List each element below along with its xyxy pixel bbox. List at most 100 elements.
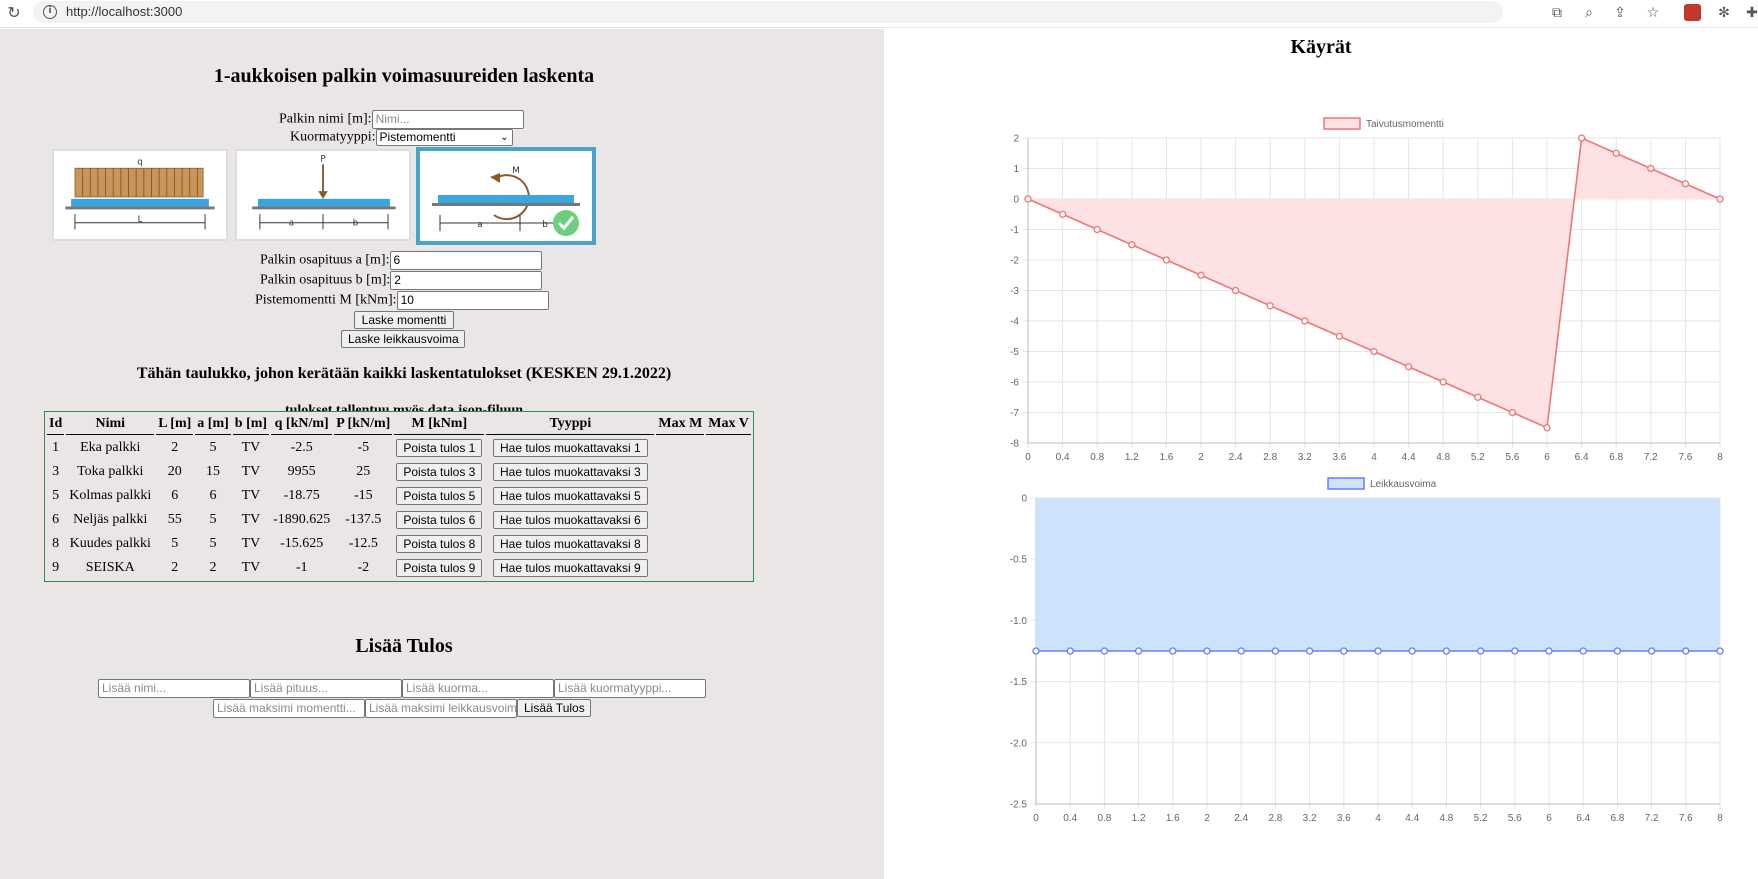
add-result-button[interactable]: Lisää Tulos [517, 699, 591, 717]
table-cell-max-v [706, 557, 751, 579]
edit-result-button[interactable]: Hae tulos muokattavaksi 9 [492, 559, 648, 577]
delete-result-button[interactable]: Poista tulos 6 [396, 511, 483, 529]
x-tick-label: 2 [1198, 452, 1204, 463]
x-tick-label: 6 [1544, 452, 1550, 463]
add-load-input[interactable]: Lisää kuorma... [402, 679, 554, 698]
x-tick-label: 0 [1033, 813, 1039, 824]
load-type-row: Kuormatyyppi: Pistemomentti ⌄ [290, 129, 513, 146]
beam-name-row: Palkin nimi [m]: Nimi... [279, 110, 524, 129]
add-max-moment-input[interactable]: Lisää maksimi momentti... [213, 699, 365, 719]
point-load-icon: P a b [238, 151, 408, 239]
uniform-load-q-label: q [137, 157, 142, 167]
load-type-select[interactable]: Pistemomentti ⌄ [375, 129, 513, 146]
x-tick-label: 7.2 [1645, 813, 1659, 824]
x-tick-label: 2.8 [1268, 813, 1282, 824]
table-cell-name: Toka palkki [77, 464, 144, 479]
table-cell-edit: Hae tulos muokattavaksi 8 [486, 533, 654, 555]
edit-result-button[interactable]: Hae tulos muokattavaksi 8 [492, 535, 648, 553]
x-tick-label: 7.6 [1678, 452, 1692, 463]
delete-result-button[interactable]: Poista tulos 3 [396, 463, 483, 481]
edit-result-button[interactable]: Hae tulos muokattavaksi 1 [492, 439, 648, 457]
table-cell-max-v [706, 533, 751, 555]
point-moment-a-label: a [477, 220, 483, 230]
load-image-point-load[interactable]: P a b [235, 149, 411, 241]
moment-button-row: Laske momentti [354, 311, 454, 329]
delete-result-button[interactable]: Poista tulos 1 [396, 439, 483, 457]
data-point [1511, 647, 1519, 655]
delete-result-button[interactable]: Poista tulos 5 [396, 487, 483, 505]
column-header: b [m] [232, 414, 270, 435]
y-tick-label: 2 [1013, 134, 1019, 145]
point-moment-b-label: b [542, 220, 548, 230]
beam-name-input[interactable]: Nimi... [371, 110, 524, 129]
add-name-input[interactable]: Lisää nimi... [98, 679, 250, 698]
edit-result-button[interactable]: Hae tulos muokattavaksi 3 [492, 463, 648, 481]
x-tick-label: 2.4 [1234, 813, 1248, 824]
reload-icon[interactable]: ↻ [7, 3, 21, 22]
calculate-moment-button[interactable]: Laske momentti [354, 311, 454, 329]
table-cell-max-v [706, 437, 751, 459]
point-load-a-label: a [289, 219, 294, 229]
moment-input[interactable]: 10 [396, 291, 549, 310]
extensions-puzzle-icon[interactable]: ✚ [1746, 5, 1758, 21]
share-icon[interactable]: ⇪ [1614, 5, 1626, 21]
x-tick-label: 4.4 [1405, 813, 1419, 824]
column-header: Id [47, 414, 65, 435]
delete-result-button[interactable]: Poista tulos 8 [396, 535, 483, 553]
data-point [1134, 647, 1143, 655]
x-tick-label: 4.8 [1439, 813, 1453, 824]
table-cell-max-m [656, 533, 704, 555]
table-cell-delete: Poista tulos 3 [394, 461, 484, 483]
legend-label: Taivutusmomentti [1366, 119, 1444, 130]
length-b-input[interactable]: 2 [390, 271, 543, 290]
extension-bug-icon[interactable]: ✻ [1718, 5, 1730, 21]
x-tick-label: 8 [1717, 452, 1723, 463]
column-header: a [m] [195, 414, 231, 435]
length-a-input[interactable]: 6 [389, 251, 542, 270]
results-heading: Tähän taulukko, johon kerätään kaikki la… [136, 365, 672, 382]
table-cell-q: -15.625 [280, 536, 324, 551]
data-point [1169, 647, 1177, 655]
open-in-new-icon[interactable]: ⧉ [1552, 5, 1562, 21]
moment-label: Pistemomentti M [kNm]: [255, 292, 397, 308]
x-tick-label: 5.2 [1474, 813, 1488, 824]
add-max-shear-input[interactable]: Lisää maksimi leikkausvoima... [365, 699, 517, 719]
load-image-uniform[interactable]: q L [52, 149, 228, 241]
edit-result-button[interactable]: Hae tulos muokattavaksi 5 [492, 487, 648, 505]
data-point [1370, 347, 1378, 356]
delete-result-button[interactable]: Poista tulos 9 [396, 559, 483, 577]
add-length-input[interactable]: Lisää pituus... [250, 679, 402, 698]
x-tick-label: 4.8 [1436, 452, 1450, 463]
data-point [1197, 271, 1205, 279]
x-tick-label: 6.8 [1609, 452, 1623, 463]
load-image-point-moment[interactable]: M a b [416, 147, 596, 245]
load-type-value: Pistemomentti [379, 130, 456, 144]
data-point [1100, 647, 1109, 655]
edit-result-button[interactable]: Hae tulos muokattavaksi 6 [492, 511, 648, 529]
table-cell-a: 6 [209, 488, 217, 503]
address-bar-url[interactable]: http://localhost:3000 [66, 4, 183, 19]
series-area [1028, 138, 1720, 428]
point-load-p-label: P [320, 155, 325, 165]
address-bar[interactable] [33, 1, 1503, 23]
info-icon[interactable]: i [43, 5, 57, 19]
x-tick-label: 2 [1204, 813, 1210, 824]
table-row: 8 Kuudes palkki 5 5 TV -15.625 -12.5 Poista tul… [47, 533, 751, 555]
add-load-type-input[interactable]: Lisää kuormatyyppi... [554, 679, 706, 698]
zoom-icon[interactable]: ⌕ [1585, 5, 1593, 21]
data-point [1647, 647, 1656, 655]
star-icon[interactable]: ☆ [1646, 5, 1660, 21]
table-cell-L: 6 [171, 488, 179, 503]
table-cell-P: -5 [357, 440, 370, 455]
calculate-shear-button[interactable]: Laske leikkausvoima [341, 330, 465, 348]
table-cell-edit: Hae tulos muokattavaksi 9 [486, 557, 654, 579]
table-cell-q: -2.5 [290, 440, 313, 455]
extension-red-icon[interactable] [1684, 4, 1701, 21]
x-tick-label: 6.8 [1610, 813, 1624, 824]
data-point [1439, 378, 1447, 386]
data-point [1543, 424, 1551, 432]
table-cell-P: -15 [353, 488, 373, 503]
table-cell-max-m [656, 437, 704, 459]
x-tick-label: 6 [1546, 813, 1552, 824]
x-tick-label: 1.6 [1166, 813, 1180, 824]
